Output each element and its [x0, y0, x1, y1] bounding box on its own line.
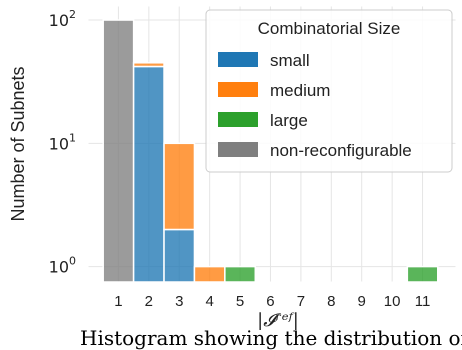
legend-label-non-reconfigurable: non-reconfigurable: [270, 141, 412, 160]
bars: [102, 19, 439, 283]
legend-title: Combinatorial Size: [258, 19, 401, 38]
y-tick-label: 101: [49, 131, 76, 153]
plot-frame: [87, 5, 457, 283]
legend-label-medium: medium: [270, 81, 330, 100]
legend-label-large: large: [270, 111, 308, 130]
x-tick-labels: 1 2 3 4 5 6 7 8 9 10 11: [114, 293, 430, 310]
y-axis-label: Number of Subnets: [8, 66, 28, 221]
bar-medium-3: [163, 142, 196, 231]
bar-large-5: [224, 265, 257, 283]
x-tick-label-5: 5: [236, 293, 244, 310]
x-tick-label-3: 3: [175, 293, 183, 310]
y-tick-label: 100: [49, 255, 76, 277]
legend-swatch-small: [218, 52, 258, 67]
bar-non-reconfigurable-1: [102, 19, 135, 283]
legend-swatch-large: [218, 112, 258, 127]
x-tick-label-2: 2: [145, 293, 153, 310]
histogram-chart: 100 101 102 1 2 3 4 5 6 7 8 9 10 11 Number of Subnet…: [8, 5, 457, 330]
x-tick-label-1: 1: [114, 293, 122, 310]
y-tick-labels: 100 101 102: [49, 8, 76, 277]
legend-label-small: small: [270, 51, 310, 70]
x-tick-label-7: 7: [297, 293, 305, 310]
x-tick-label-11: 11: [415, 293, 431, 310]
bar-medium-2: [132, 62, 165, 68]
bar-large-11: [406, 265, 439, 283]
bar-medium-4: [193, 265, 226, 283]
x-tick-label-8: 8: [327, 293, 335, 310]
legend-swatch-non-reconfigurable: [218, 142, 258, 157]
x-axis-label: |𝓘ʳᵉᶠ|: [257, 310, 299, 330]
bar-small-3: [163, 228, 196, 283]
legend-box: [205, 9, 453, 173]
x-tick-label-6: 6: [266, 293, 274, 310]
bar-small-2: [132, 65, 165, 283]
x-tick-label-4: 4: [205, 293, 213, 310]
legend-items: small medium large non-reconfigurable: [218, 51, 412, 160]
legend: Combinatorial Size small medium large non-r…: [205, 9, 453, 173]
x-tick-label-9: 9: [358, 293, 366, 310]
legend-swatch-medium: [218, 82, 258, 97]
y-tick-label: 102: [49, 8, 76, 30]
figure-caption: Histogram showing the distribution of: [80, 326, 462, 350]
x-tick-label-10: 10: [384, 293, 401, 310]
